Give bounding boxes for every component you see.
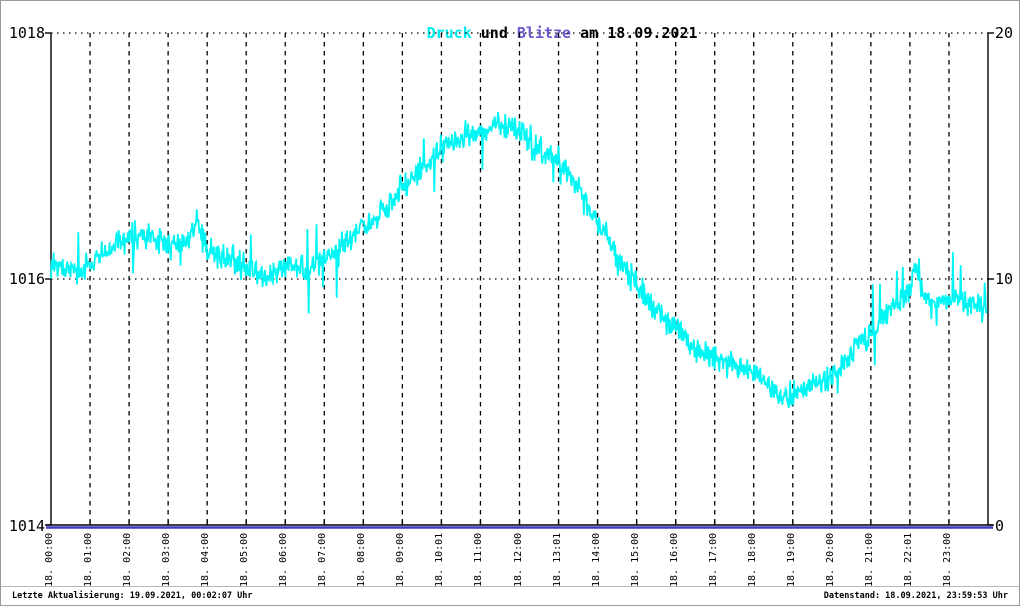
x-axis-label-21: 18. 21:00: [863, 532, 875, 587]
status-bar: Letzte Aktualisierung: 19.09.2021, 00:02…: [1, 586, 1019, 605]
x-axis-label-04: 18. 04:00: [200, 532, 212, 587]
right-axis-tick-0: 0: [995, 517, 1005, 535]
left-axis-tick-1018: 1018: [8, 24, 45, 42]
x-axis-label-01: 18. 01:00: [83, 532, 95, 587]
x-axis-label-09: 18. 09:00: [395, 532, 407, 587]
x-axis-label-07: 18. 07:00: [317, 532, 329, 587]
x-axis-label-06: 18. 06:00: [278, 532, 290, 587]
x-axis-label-19: 18. 19:00: [785, 532, 797, 587]
x-axis-label-22: 18. 22:01: [902, 532, 914, 587]
right-axis-tick-20: 20: [995, 24, 1014, 42]
x-axis-label-00: 18. 00:00: [44, 532, 55, 587]
x-axis-label-05: 18. 05:00: [239, 532, 251, 587]
x-axis-label-17: 18. 17:00: [707, 532, 719, 587]
right-axis-tick-10: 10: [995, 270, 1014, 288]
x-axis-label-11: 18. 11:00: [473, 532, 485, 587]
x-axis-label-14: 18. 14:00: [590, 532, 602, 587]
data-state-text: Datenstand: 18.09.2021, 23:59:53 Uhr: [823, 591, 1008, 601]
druck-pressure-line: [50, 111, 988, 408]
x-axis-label-16: 18. 16:00: [668, 532, 680, 587]
title-series-druck: Druck: [426, 24, 472, 42]
x-axis-label-13: 18. 13:01: [551, 532, 563, 587]
x-axis-label-23: 18. 23:00: [941, 532, 953, 587]
x-axis-label-10: 18. 10:01: [434, 532, 446, 587]
left-axis-tick-1014: 1014: [8, 517, 45, 535]
left-axis-tick-1016: 1016: [8, 270, 45, 288]
x-axis-label-15: 18. 15:00: [629, 532, 641, 587]
chart-title: Druck und Blitze am 18.09.2021: [35, 6, 1019, 60]
x-axis-label-18: 18. 18:00: [746, 532, 758, 587]
x-axis-label-20: 18. 20:00: [824, 532, 836, 587]
x-axis-label-02: 18. 02:00: [122, 532, 134, 587]
x-axis-label-03: 18. 03:00: [161, 532, 173, 587]
x-axis-label-12: 18. 12:00: [512, 532, 524, 587]
last-update-text: Letzte Aktualisierung: 19.09.2021, 00:02…: [12, 591, 253, 601]
title-connector: und: [471, 24, 517, 42]
x-axis-label-08: 18. 08:00: [356, 532, 368, 587]
